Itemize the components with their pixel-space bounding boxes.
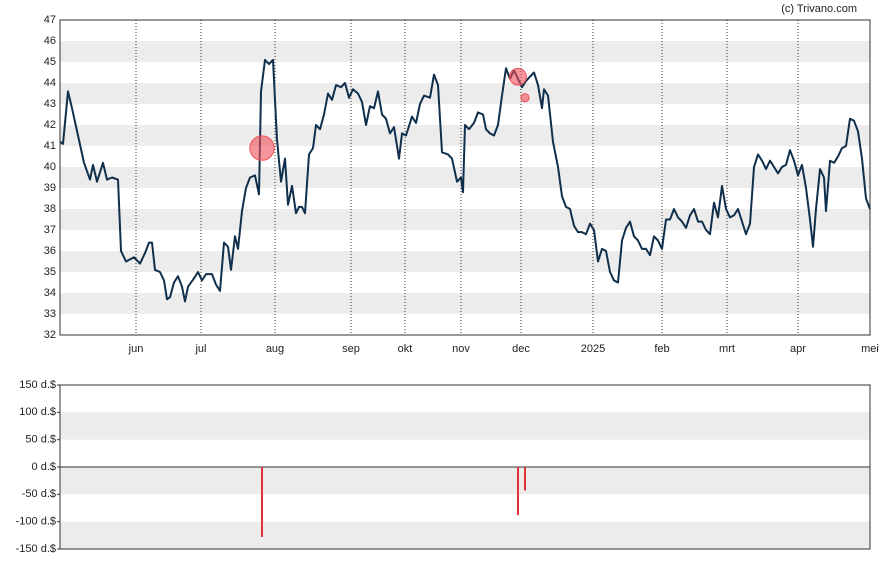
- insider-marker: [249, 135, 275, 161]
- y-tick-label: 50 d.$: [25, 434, 56, 446]
- y-tick-label: 43: [44, 98, 56, 110]
- source: (c) Trivano.com: [781, 3, 857, 15]
- y-tick-label: 44: [44, 77, 56, 89]
- bar: [517, 467, 519, 516]
- grid-band: [60, 83, 870, 104]
- y-tick-label: -100 d.$: [16, 516, 56, 528]
- grid-band: [60, 521, 870, 549]
- y-tick-label: 34: [44, 287, 56, 299]
- plot-frame: [59, 384, 871, 550]
- y-tick-label: 46: [44, 35, 56, 47]
- y-tick-label: 42: [44, 119, 56, 131]
- y-tick-label: 47: [44, 14, 56, 26]
- x-tick-label: sep: [342, 343, 360, 355]
- y-tick-label: -50 d.$: [22, 488, 56, 500]
- y-tick-label: 36: [44, 245, 56, 257]
- insider-marker: [520, 93, 530, 103]
- insider-marker: [509, 67, 527, 86]
- grid-band: [60, 167, 870, 188]
- y-tick-label: 45: [44, 56, 56, 68]
- grid-band: [60, 209, 870, 230]
- y-tick-label: 40: [44, 161, 56, 173]
- grid-band: [60, 412, 870, 440]
- x-tick-label: dec: [512, 343, 530, 355]
- grid-band: [60, 467, 870, 495]
- x-tick-label: mrt: [719, 343, 735, 355]
- y-tick-label: 41: [44, 140, 56, 152]
- y-tick-label: 0 d.$: [32, 461, 56, 473]
- x-tick-label: jun: [128, 343, 144, 355]
- x-tick-label: 2025: [581, 343, 605, 355]
- y-tick-label: 39: [44, 182, 56, 194]
- grid-band: [60, 251, 870, 272]
- x-tick-label: nov: [452, 343, 470, 355]
- x-tick-label: feb: [654, 343, 669, 355]
- x-tick-label: okt: [398, 343, 413, 355]
- x-tick-label: aug: [266, 343, 284, 355]
- bar: [524, 467, 526, 491]
- y-tick-label: 37: [44, 224, 56, 236]
- x-tick-label: mei: [861, 343, 879, 355]
- y-tick-label: -150 d.$: [16, 543, 56, 555]
- y-tick-label: 33: [44, 308, 56, 320]
- y-tick-label: 32: [44, 329, 56, 341]
- y-tick-label: 100 d.$: [19, 406, 56, 418]
- plot-frame: [59, 19, 871, 336]
- bar: [261, 467, 263, 537]
- x-tick-label: jul: [194, 343, 206, 355]
- grid-band: [60, 293, 870, 314]
- price-line: [59, 58, 871, 303]
- grid-band: [60, 41, 870, 62]
- y-tick-label: 38: [44, 203, 56, 215]
- y-tick-label: 150 d.$: [19, 379, 56, 391]
- x-tick-label: apr: [790, 343, 806, 355]
- y-tick-label: 35: [44, 266, 56, 278]
